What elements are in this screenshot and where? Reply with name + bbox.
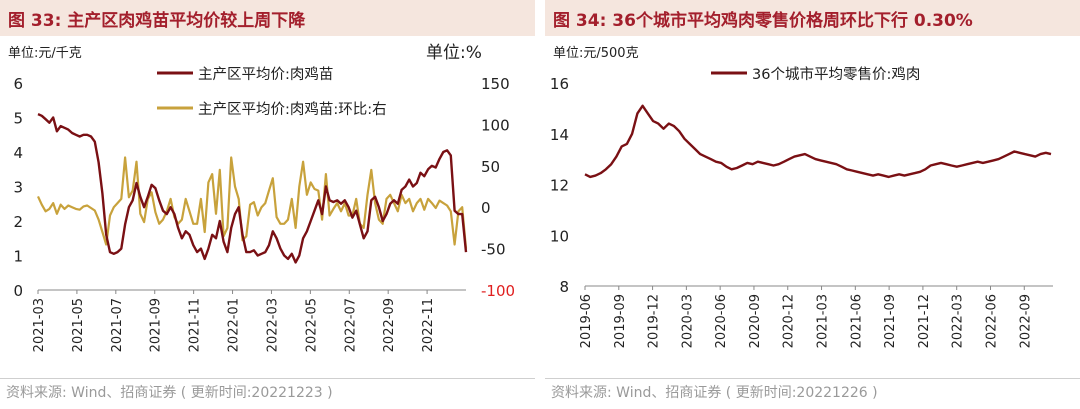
x-tick-label: 2021-03 xyxy=(32,298,47,352)
left-chart: 单位:元/千克 单位:% 0 1 2 3 4 5 6 -100 -50 0 50 100 150 2021-0… xyxy=(8,43,515,352)
right-y-tick-label: 50 xyxy=(481,158,500,176)
y-tick-label: 8 xyxy=(559,278,569,296)
x-tick-label: 2021-06 xyxy=(849,294,864,348)
y-tick-label: 14 xyxy=(550,126,569,144)
left-y-tick-label: 1 xyxy=(13,248,23,266)
left-y-tick-label: 6 xyxy=(13,75,23,93)
right-chart: 单位:元/500克 8 10 12 14 16 2019-06 2019-09 2019-12 2… xyxy=(550,46,1053,348)
x-tick-label: 2022-11 xyxy=(421,298,436,352)
right-source-note: 资料来源: Wind、招商证券 ( 更新时间:20221226 ) xyxy=(551,385,878,401)
right-y-tick-label: -100 xyxy=(481,282,515,300)
left-y-tick-label: 4 xyxy=(13,144,23,162)
legend-label-chick-price: 主产区平均价:肉鸡苗 xyxy=(198,66,333,83)
left-panel: 图 33: 主产区肉鸡苗平均价较上周下降 单位:元/千克 单位:% 0 1 2 3 4 5 6 -… xyxy=(0,0,535,409)
left-source-note: 资料来源: Wind、招商证券 ( 更新时间:20221223 ) xyxy=(6,385,333,401)
x-tick-label: 2021-12 xyxy=(917,294,932,348)
left-y-tick-label: 5 xyxy=(13,110,23,128)
right-y-tick-label: -50 xyxy=(481,241,506,259)
left-chart-title: 图 33: 主产区肉鸡苗平均价较上周下降 xyxy=(8,11,306,31)
y-tick-label: 12 xyxy=(550,177,569,195)
x-tick-label: 2022-09 xyxy=(1018,294,1033,348)
left-y-tick-label: 3 xyxy=(13,179,23,197)
series-line-chicken-retail-price xyxy=(584,104,1052,179)
right-y-tick-label: 100 xyxy=(481,116,510,134)
x-tick-label: 2020-06 xyxy=(714,294,729,348)
x-tick-label: 2022-06 xyxy=(984,294,999,348)
right-unit-label: 单位:元/500克 xyxy=(553,46,639,61)
right-axis-unit-label: 单位:% xyxy=(426,43,482,63)
right-y-tick-label: 0 xyxy=(481,199,491,217)
right-footer-divider xyxy=(545,378,1080,379)
x-tick-label: 2021-07 xyxy=(110,298,125,352)
series-line-chick-price xyxy=(37,113,468,264)
y-tick-label: 16 xyxy=(550,75,569,93)
y-tick-label: 10 xyxy=(550,227,569,245)
x-tick-label: 2020-12 xyxy=(782,294,797,348)
left-footer-divider xyxy=(0,378,535,379)
x-tick-label: 2022-01 xyxy=(227,298,242,352)
x-tick-label: 2022-03 xyxy=(951,294,966,348)
left-title-bar: 图 33: 主产区肉鸡苗平均价较上周下降 xyxy=(0,0,535,36)
x-tick-label: 2021-03 xyxy=(816,294,831,348)
x-tick-label: 2019-09 xyxy=(613,294,628,348)
left-y-tick-label: 2 xyxy=(13,213,23,231)
left-y-tick-label: 0 xyxy=(13,282,23,300)
x-tick-label: 2021-09 xyxy=(149,298,164,352)
right-title-bar: 图 34: 36个城市平均鸡肉零售价格周环比下行 0.30% xyxy=(545,0,1080,36)
x-tick-label: 2021-05 xyxy=(71,298,86,352)
x-tick-label: 2022-07 xyxy=(343,298,358,352)
x-tick-label: 2022-03 xyxy=(265,298,280,352)
right-y-tick-label: 150 xyxy=(481,75,510,93)
right-chart-title: 图 34: 36个城市平均鸡肉零售价格周环比下行 0.30% xyxy=(553,11,973,31)
legend-label-chicken-retail-price: 36个城市平均零售价:鸡肉 xyxy=(752,66,920,83)
left-unit-label: 单位:元/千克 xyxy=(8,46,82,61)
x-tick-label: 2019-12 xyxy=(647,294,662,348)
x-tick-label: 2021-09 xyxy=(883,294,898,348)
x-tick-label: 2022-09 xyxy=(382,298,397,352)
series-line-wow-change xyxy=(36,156,468,249)
x-tick-label: 2020-09 xyxy=(748,294,763,348)
x-tick-label: 2020-03 xyxy=(680,294,695,348)
right-panel: 图 34: 36个城市平均鸡肉零售价格周环比下行 0.30% 单位:元/500克… xyxy=(545,0,1080,409)
x-tick-label: 2021-11 xyxy=(188,298,203,352)
x-tick-label: 2022-05 xyxy=(304,298,319,352)
x-tick-label: 2019-06 xyxy=(579,294,594,348)
legend-label-wow-change: 主产区平均价:肉鸡苗:环比:右 xyxy=(198,101,387,118)
